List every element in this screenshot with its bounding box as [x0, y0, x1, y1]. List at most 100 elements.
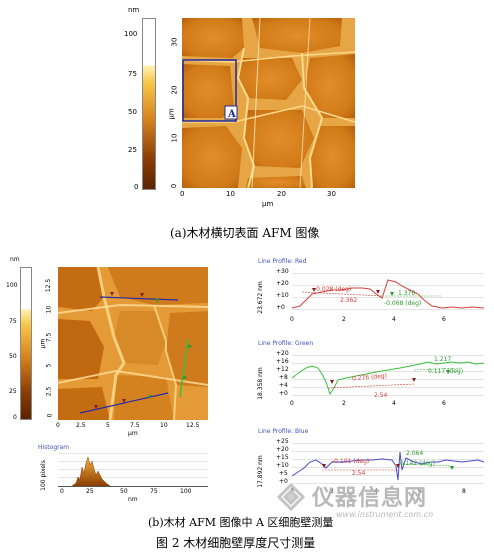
red-ytick-10: +10: [276, 292, 289, 299]
caption-b: (b)木材 AFM 图像中 A 区细胞壁测量: [148, 516, 334, 529]
blue-xtick-2: 2: [330, 488, 334, 495]
histogram-xtick-0: 0: [60, 488, 64, 495]
colorbar-a-tick-50: 50: [128, 108, 137, 116]
blue-annot-dist2: 2.064: [406, 450, 424, 457]
colorbar-b: [20, 267, 32, 420]
afm-b-xunit: μm: [128, 430, 138, 437]
red-ytick-20: +20: [276, 280, 289, 287]
blue-xtick-8: 8: [462, 488, 466, 495]
red-annot-deg2: -0.068 (deg): [384, 300, 422, 307]
red-ytick-0: +0: [276, 304, 285, 311]
watermark: 仪器信息网 www.instrument.com.cn: [276, 480, 486, 520]
green-annot-dist1: 2.54: [374, 392, 388, 399]
figure-b-left: nm 100 75 50 25 0 12.5 10 7.5 5 2.5 0 μm: [0, 250, 250, 510]
watermark-brand: 仪器信息网: [312, 486, 428, 511]
histogram-xtick-100: 100: [180, 488, 192, 495]
line-profile-green-plot: [292, 355, 484, 396]
colorbar-a-tick-75: 75: [128, 70, 137, 78]
green-xtick-6: 6: [442, 400, 446, 407]
line-profile-blue-plot: [292, 443, 484, 484]
watermark-url: www.instrument.com.cn: [336, 510, 434, 519]
red-xtick-6: 6: [442, 316, 446, 323]
afm-a-ytick-20: 20: [170, 85, 179, 95]
colorbar-a: [142, 18, 156, 190]
afm-b-ytick-10: 10: [45, 305, 53, 314]
figure-a: nm 100 75 50 25 0 30 20 10 0 μm A 0 10: [0, 0, 494, 245]
afm-a-ytick-10: 10: [170, 133, 179, 143]
afm-a-xtick-10: 10: [226, 190, 235, 198]
green-ytick-20: +20: [276, 350, 289, 357]
histogram-title: Histogram: [38, 444, 70, 451]
green-ytick-16: +16: [276, 358, 289, 365]
line-profile-blue: Line Profile: Blue 17.892 nm +25 +20 +15…: [256, 428, 490, 508]
red-annot-dist1: 2.362: [340, 297, 358, 304]
afm-b-ytick-5: 5: [45, 363, 53, 368]
colorbar-b-tick-0: 0: [13, 414, 17, 421]
green-xtick-0: 0: [290, 400, 294, 407]
histogram-xtick-75: 75: [150, 488, 158, 495]
afm-b-xtick-12.5: 12.5: [186, 422, 200, 429]
afm-b-ytick-0: 0: [46, 413, 54, 418]
blue-annot-deg2: 0.142 (deg): [400, 460, 436, 467]
green-ytick-4: +4: [279, 382, 288, 389]
blue-xtick-6: 6: [418, 488, 422, 495]
red-xtick-4: 4: [392, 316, 396, 323]
green-ytick-0: +0: [279, 390, 288, 397]
red-xtick-2: 2: [342, 316, 346, 323]
line-profile-green-ylabel: 18.358 nm: [256, 367, 264, 400]
afm-a-xtick-0: 0: [180, 190, 185, 198]
afm-b-xtick-2.5: 2.5: [76, 422, 86, 429]
afm-a-yunit: μm: [167, 108, 176, 120]
blue-annot-deg1: -0.101 (deg): [332, 458, 370, 465]
colorbar-a-tick-0: 0: [134, 183, 139, 191]
afm-b-yunit: μm: [39, 338, 47, 349]
blue-ytick-15: +15: [276, 454, 289, 461]
colorbar-a-tick-100: 100: [124, 30, 138, 38]
red-ytick-30: +30: [276, 268, 289, 275]
blue-ytick-5: +5: [279, 470, 288, 477]
afm-a-xtick-30: 30: [327, 190, 336, 198]
line-profile-red-title: Line Profile: Red: [258, 258, 307, 265]
red-annot-deg1: -0.028 (deg): [314, 286, 352, 293]
afm-a-ytick-0: 0: [170, 183, 179, 189]
afm-b-xtick-10: 10: [160, 422, 168, 429]
line-profile-green: Line Profile: Green 18.358 nm +20 +16 +1…: [256, 340, 490, 424]
colorbar-b-tick-50: 50: [9, 353, 17, 360]
afm-b-xtick-0: 0: [56, 422, 60, 429]
green-annot-dist2: 1.217: [434, 356, 452, 363]
afm-b-ytick-12.5: 12.5: [45, 278, 53, 293]
colorbar-a-tick-25: 25: [128, 146, 137, 154]
histogram-xunit: nm: [128, 496, 138, 503]
line-profile-red: Line Profile: Red 23.672 nm +30 +20 +10 …: [256, 258, 490, 336]
colorbar-b-unit: nm: [10, 256, 20, 263]
histogram-plot: [58, 453, 208, 487]
red-xtick-0: 0: [290, 316, 294, 323]
line-profile-blue-ylabel: 17.892 nm: [256, 455, 264, 488]
green-xtick-4: 4: [392, 400, 396, 407]
figure-caption: 图 2 木材细胞壁厚度尺寸测量: [156, 536, 316, 550]
line-profile-blue-title: Line Profile: Blue: [258, 428, 309, 435]
blue-ytick-10: +10: [276, 462, 289, 469]
afm-b-xtick-7.5: 7.5: [130, 422, 140, 429]
colorbar-a-unit: nm: [128, 6, 140, 14]
line-profile-red-ylabel: 23.672 nm: [256, 281, 264, 314]
afm-a-xunit: μm: [262, 200, 274, 208]
histogram-xtick-50: 50: [120, 488, 128, 495]
blue-annot-dist1: 2.54: [352, 470, 366, 477]
red-annot-dist2: 1.376: [398, 290, 416, 297]
colorbar-b-tick-100: 100: [6, 282, 18, 289]
afm-b-ytick-2.5: 2.5: [45, 386, 53, 397]
green-ytick-8: +8: [279, 374, 288, 381]
blue-xtick-4: 4: [374, 488, 378, 495]
blue-ytick-25: +25: [276, 438, 289, 445]
blue-ytick-0: +0: [279, 478, 288, 485]
colorbar-b-tick-25: 25: [9, 388, 17, 395]
afm-a-xtick-20: 20: [277, 190, 286, 198]
line-profile-green-title: Line Profile: Green: [258, 340, 314, 347]
line-profile-red-plot: [292, 273, 484, 310]
caption-a: (a)木材横切表面 AFM 图像: [170, 226, 320, 240]
green-ytick-12: +12: [276, 366, 289, 373]
histogram-xtick-25: 25: [86, 488, 94, 495]
colorbar-b-tick-75: 75: [9, 318, 17, 325]
green-annot-deg2: 0.117 (deg): [428, 368, 464, 375]
